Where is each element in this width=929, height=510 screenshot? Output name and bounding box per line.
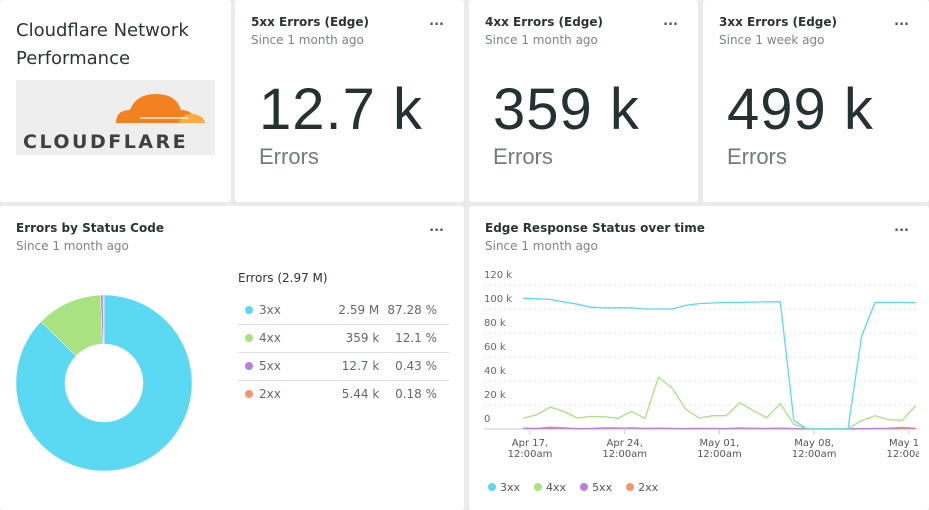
- row-percent: 12.1 %: [379, 324, 449, 353]
- x-tick-label: 12:00am: [602, 449, 647, 460]
- table-header: Errors (2.97 M): [238, 271, 328, 285]
- row-percent: 0.43 %: [379, 352, 449, 381]
- stat-value: 359 k: [493, 77, 640, 142]
- legend-dot-icon: [488, 483, 496, 491]
- stat-unit: Errors: [493, 144, 553, 169]
- card-title: 3xx Errors (Edge): [719, 15, 838, 29]
- x-tick-label: May 15,: [889, 438, 919, 449]
- legend-dot-icon: [626, 483, 635, 491]
- y-tick-label: 60 k: [484, 342, 506, 353]
- panel-title: Errors by Status Code: [16, 221, 164, 235]
- card-subtitle: Since 1 week ago: [719, 33, 825, 47]
- x-tick-label: 12:00am: [697, 449, 742, 460]
- stat-card-5xx: 5xx Errors (Edge) Since 1 month ago ... …: [235, 0, 464, 202]
- row-value: 5.44 k: [341, 387, 380, 402]
- stat-unit: Errors: [259, 144, 319, 169]
- more-menu-button[interactable]: ...: [429, 220, 444, 235]
- more-menu-button[interactable]: ...: [663, 14, 678, 29]
- row-label: 5xx: [259, 359, 281, 373]
- x-tick-label: 12:00am: [886, 449, 919, 460]
- table-row: 2xx 5.44 k 0.18 %: [238, 380, 449, 408]
- row-label: 2xx: [259, 387, 281, 402]
- series-dot-icon: [245, 390, 253, 399]
- series-line-4xx: [523, 376, 917, 430]
- row-value: 2.59 M: [333, 296, 380, 325]
- errors-by-status-panel: Errors by Status Code Since 1 month ago …: [0, 206, 464, 510]
- series-dot-icon: [245, 334, 253, 342]
- y-tick-label: 100 k: [484, 294, 512, 305]
- row-percent: 87.28 %: [379, 296, 449, 325]
- legend-item-2xx[interactable]: 2xx: [626, 481, 658, 494]
- chart-legend: 3xx 4xx 5xx 2xx: [488, 481, 658, 494]
- y-tick-label: 0: [484, 414, 490, 425]
- row-label: 4xx: [259, 331, 281, 345]
- panel-subtitle: Since 1 month ago: [16, 239, 129, 253]
- stat-value: 499 k: [727, 77, 874, 142]
- card-subtitle: Since 1 month ago: [251, 33, 364, 47]
- table-row: 5xx 12.7 k 0.43 %: [238, 352, 449, 381]
- more-menu-button[interactable]: ...: [894, 14, 909, 29]
- x-tick-label: Apr 17,: [512, 438, 548, 449]
- table-row: 4xx 359 k 12.1 %: [238, 324, 449, 353]
- card-title: 5xx Errors (Edge): [251, 15, 370, 29]
- card-title: 4xx Errors (Edge): [485, 15, 604, 29]
- y-tick-label: 80 k: [484, 318, 506, 329]
- y-tick-label: 120 k: [484, 270, 512, 281]
- edge-response-panel: Edge Response Status over time Since 1 m…: [469, 206, 929, 510]
- cloudflare-logo: CLOUDFLARE: [16, 80, 215, 155]
- more-menu-button[interactable]: ...: [429, 14, 444, 29]
- legend-item-5xx[interactable]: 5xx: [580, 481, 612, 494]
- legend-dot-icon: [580, 483, 589, 491]
- donut-chart: [15, 294, 193, 472]
- x-tick-label: May 08,: [794, 438, 834, 449]
- title-card: Cloudflare Network Performance CLOUDFLAR…: [0, 0, 231, 202]
- row-label: 3xx: [259, 302, 281, 317]
- donut-slice-2xx: [102, 294, 105, 345]
- dashboard-title: Cloudflare Network Performance: [16, 20, 189, 69]
- card-subtitle: Since 1 month ago: [485, 33, 598, 47]
- x-tick-label: Apr 24,: [607, 438, 643, 449]
- panel-subtitle: Since 1 month ago: [485, 239, 598, 253]
- logo-wordmark: CLOUDFLARE: [23, 131, 189, 153]
- legend-dot-icon: [534, 483, 543, 491]
- legend-label: 5xx: [592, 481, 613, 494]
- table-row: 3xx 2.59 M 87.28 %: [238, 296, 449, 325]
- series-dot-icon: [245, 305, 253, 314]
- stat-card-3xx: 3xx Errors (Edge) Since 1 week ago ... 4…: [703, 0, 929, 202]
- stat-unit: Errors: [727, 144, 787, 169]
- legend-label: 3xx: [500, 481, 521, 494]
- series-dot-icon: [245, 362, 253, 370]
- row-value: 359 k: [333, 324, 380, 353]
- row-percent: 0.18 %: [395, 387, 437, 402]
- stat-value: 12.7 k: [259, 77, 423, 142]
- stat-card-4xx: 4xx Errors (Edge) Since 1 month ago ... …: [469, 0, 698, 202]
- y-tick-label: 40 k: [484, 366, 506, 377]
- x-tick-label: 12:00am: [508, 449, 553, 460]
- row-value: 12.7 k: [333, 352, 380, 381]
- legend-item-3xx[interactable]: 3xx: [488, 481, 520, 494]
- y-tick-label: 20 k: [484, 390, 506, 401]
- series-line-3xx: [523, 297, 916, 430]
- legend-label: 2xx: [638, 481, 659, 494]
- x-tick-label: 12:00am: [792, 449, 837, 460]
- panel-title: Edge Response Status over time: [485, 221, 705, 235]
- x-tick-label: May 01,: [700, 438, 740, 449]
- legend-label: 4xx: [546, 481, 567, 494]
- cloud-icon: [116, 94, 205, 123]
- series-line-5xx: [523, 426, 916, 430]
- more-menu-button[interactable]: ...: [894, 220, 909, 235]
- legend-item-4xx[interactable]: 4xx: [534, 481, 566, 494]
